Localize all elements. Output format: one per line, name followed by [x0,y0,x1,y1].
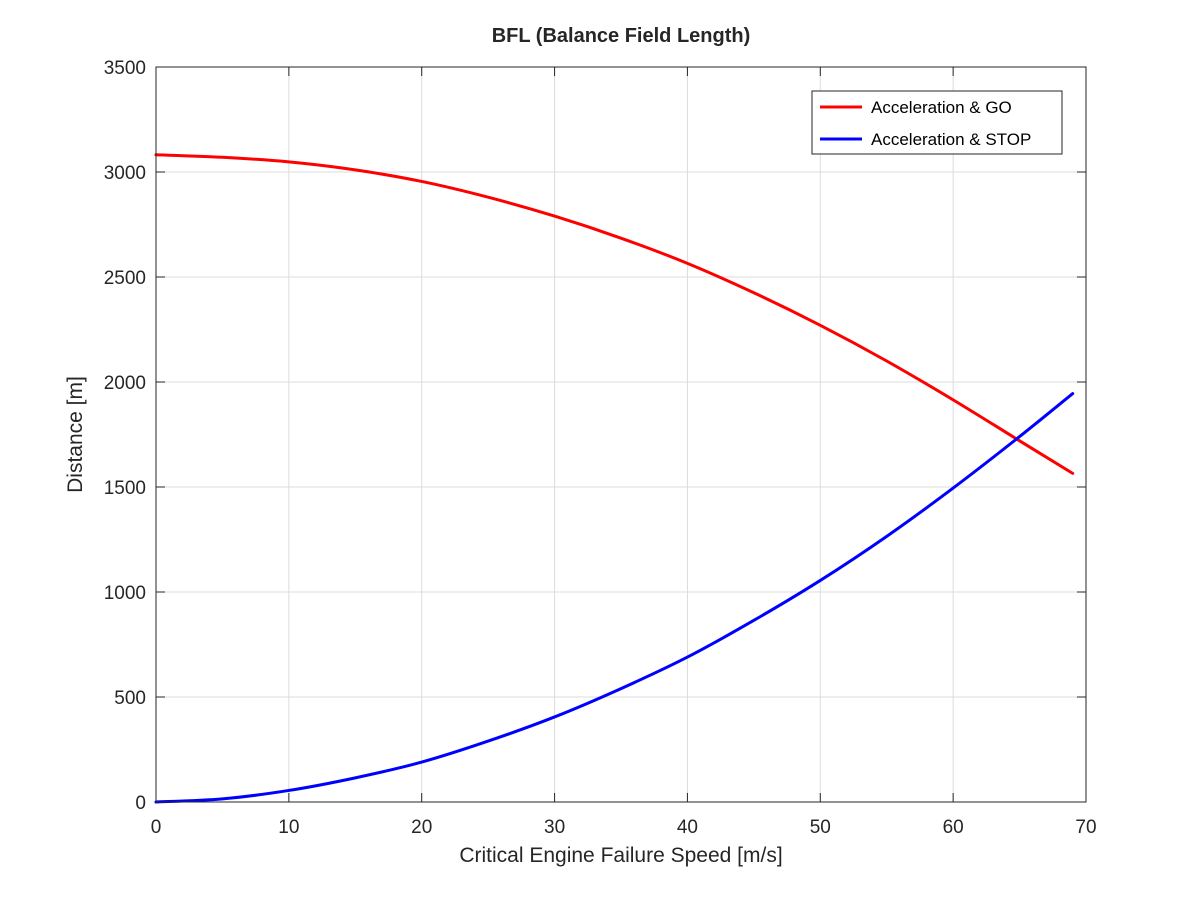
series-line-stop [154,392,1075,804]
legend-label-go: Acceleration & GO [871,98,1012,117]
x-tick-label: 60 [943,817,964,838]
x-tick-label: 0 [151,817,162,838]
y-tick-label: 1500 [104,478,146,499]
y-tick-label: 3500 [104,58,146,79]
y-tick-label: 1000 [104,583,146,604]
y-tick-label: 2000 [104,373,146,394]
legend-label-stop: Acceleration & STOP [871,130,1031,149]
x-axis-label: Critical Engine Failure Speed [m/s] [459,844,782,867]
ticks: 0 10 20 30 40 50 60 70 0 500 1000 1500 2000 2500 3000 3… [104,58,1097,838]
series-layer [154,153,1075,804]
legend: Acceleration & GO Acceleration & STOP [811,90,1063,155]
legend-box [811,90,1063,155]
y-tick-label: 0 [135,793,146,814]
x-tick-label: 40 [677,817,698,838]
y-axis-label: Distance [m] [64,376,87,493]
x-tick-label: 30 [544,817,565,838]
plot-area [156,67,1086,802]
x-tick-label: 20 [411,817,432,838]
x-tick-label: 10 [278,817,299,838]
x-tick-label: 70 [1075,817,1096,838]
x-tick-label: 50 [810,817,831,838]
chart-title: BFL (Balance Field Length) [492,25,751,47]
y-tick-label: 500 [114,688,146,709]
y-tick-label: 2500 [104,268,146,289]
y-tick-label: 3000 [104,163,146,184]
axes-box [155,66,1087,803]
series-line-go [154,153,1075,475]
